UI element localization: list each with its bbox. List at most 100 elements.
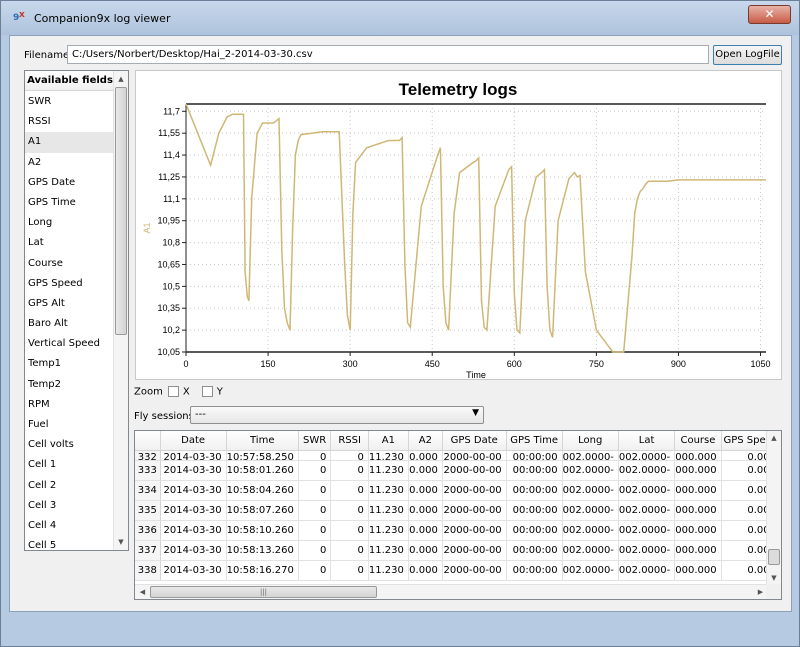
row-header-corner bbox=[135, 431, 161, 451]
open-logfile-button[interactable]: Open LogFile bbox=[713, 45, 782, 65]
field-item[interactable]: RPM bbox=[28, 398, 50, 410]
table-cell: 00:00:00 bbox=[506, 450, 563, 461]
scroll-right-icon[interactable]: ▶ bbox=[757, 588, 764, 596]
chart-svg: Telemetry logs 0 150 300 450 600 750 900 1050 10,… bbox=[142, 80, 771, 380]
field-item[interactable]: Temp2 bbox=[28, 378, 62, 390]
table-cell: 2014-03-30 bbox=[160, 520, 227, 541]
table-cell: 002.0000- bbox=[618, 540, 676, 561]
scroll-thumb[interactable]: ||| bbox=[150, 586, 377, 598]
telemetry-chart[interactable]: Telemetry logs 0 150 300 450 600 750 900 1050 10,… bbox=[135, 70, 782, 380]
table-cell: 2014-03-30 bbox=[160, 480, 227, 501]
scroll-corner bbox=[766, 584, 781, 599]
field-item[interactable]: Long bbox=[28, 217, 53, 229]
scroll-down-icon[interactable]: ▼ bbox=[771, 574, 777, 582]
field-item[interactable]: GPS Alt bbox=[28, 297, 65, 309]
log-table[interactable]: Date Time SWR RSSI A1 A2 GPS Date GPS Time Long L… bbox=[134, 430, 782, 600]
field-item[interactable]: A2 bbox=[28, 156, 42, 168]
table-row[interactable]: 335 2014-03-30 10:58:07.260 0 0 11.230 0.000 20… bbox=[135, 500, 781, 521]
zoom-controls: Zoom X Y bbox=[134, 386, 223, 398]
table-cell: 002.0000- bbox=[618, 520, 676, 541]
field-item[interactable]: A1 bbox=[25, 132, 115, 153]
table-cell: 00:00:00 bbox=[506, 500, 563, 521]
field-item[interactable]: Cell 4 bbox=[28, 519, 57, 531]
column-header[interactable]: A2 bbox=[408, 431, 443, 451]
column-header[interactable]: Date bbox=[160, 431, 227, 451]
table-cell: 00:00:00 bbox=[506, 520, 563, 541]
table-row[interactable]: 334 2014-03-30 10:58:04.260 0 0 11.230 0.000 20… bbox=[135, 480, 781, 501]
field-item[interactable]: Cell 2 bbox=[28, 479, 57, 491]
y-tick-label: 11,55 bbox=[158, 128, 180, 138]
scroll-left-icon[interactable]: ◀ bbox=[139, 588, 146, 596]
table-row[interactable]: 333 2014-03-30 10:58:01.260 0 0 11.230 0.000 20… bbox=[135, 460, 781, 481]
table-vertical-scrollbar[interactable]: ▲ ▼ bbox=[766, 431, 781, 586]
table-cell: 2000-00-00 bbox=[442, 480, 507, 501]
scroll-thumb[interactable] bbox=[115, 87, 127, 335]
fields-scrollbar[interactable]: ▲ ▼ bbox=[113, 71, 128, 550]
column-header[interactable]: Long bbox=[562, 431, 619, 451]
column-header[interactable]: Course bbox=[674, 431, 722, 451]
table-cell: 2000-00-00 bbox=[442, 500, 507, 521]
scroll-up-icon[interactable]: ▲ bbox=[771, 434, 777, 442]
available-fields-list[interactable]: Available fields SWR RSSI A1 A2 GPS Date GPS … bbox=[24, 70, 129, 551]
row-number: 334 bbox=[135, 480, 161, 501]
table-cell: 0 bbox=[298, 450, 332, 461]
chevron-down-icon: ▼ bbox=[472, 408, 479, 418]
table-cell: 0 bbox=[330, 450, 369, 461]
field-item[interactable]: Cell 1 bbox=[28, 459, 57, 471]
window-title: Companion9x log viewer bbox=[34, 12, 171, 25]
field-item[interactable]: Temp1 bbox=[28, 358, 62, 370]
field-item[interactable]: Cell volts bbox=[28, 439, 74, 451]
table-cell: 10:58:16.270 bbox=[226, 560, 299, 581]
zoom-x-checkbox[interactable] bbox=[167, 386, 179, 397]
table-horizontal-scrollbar[interactable]: ◀ ||| ▶ bbox=[135, 584, 768, 599]
column-header[interactable]: RSSI bbox=[330, 431, 369, 451]
filename-field[interactable]: C:/Users/Norbert/Desktop/Hai_2-2014-03-3… bbox=[67, 45, 709, 64]
table-cell: 0 bbox=[298, 520, 332, 541]
scroll-up-icon[interactable]: ▲ bbox=[118, 75, 124, 83]
row-number: 336 bbox=[135, 520, 161, 541]
column-header[interactable]: A1 bbox=[368, 431, 409, 451]
column-header[interactable]: GPS Date bbox=[442, 431, 507, 451]
table-cell: 002.0000- bbox=[562, 560, 619, 581]
field-item[interactable]: Vertical Speed bbox=[28, 338, 100, 350]
filename-label: Filename bbox=[24, 50, 70, 61]
close-button[interactable]: ✕ bbox=[748, 5, 791, 24]
field-item[interactable]: Cell 5 bbox=[28, 540, 57, 551]
table-row[interactable]: 332 2014-03-30 10:57:58.250 0 0 11.230 0.000 20… bbox=[135, 450, 781, 461]
fly-sessions-select[interactable]: --- ▼ bbox=[190, 406, 484, 424]
column-header[interactable]: SWR bbox=[298, 431, 332, 451]
series-line bbox=[185, 103, 766, 353]
y-tick-label: 11,25 bbox=[158, 172, 180, 182]
y-tick-label: 11,7 bbox=[163, 106, 180, 116]
chart-title: Telemetry logs bbox=[399, 80, 518, 99]
column-header[interactable]: GPS Time bbox=[506, 431, 563, 451]
field-item[interactable]: SWR bbox=[28, 96, 52, 107]
field-item[interactable]: Lat bbox=[28, 237, 44, 249]
field-item[interactable]: Cell 3 bbox=[28, 499, 57, 511]
table-row[interactable]: 337 2014-03-30 10:58:13.260 0 0 11.230 0.000 20… bbox=[135, 540, 781, 561]
field-item[interactable]: GPS Time bbox=[28, 196, 76, 208]
x-tick-label: 300 bbox=[343, 359, 358, 369]
field-item[interactable]: RSSI bbox=[28, 116, 51, 128]
scroll-thumb[interactable] bbox=[768, 549, 780, 565]
table-cell: 2000-00-00 bbox=[442, 560, 507, 581]
table-cell: 2014-03-30 bbox=[160, 560, 227, 581]
field-item[interactable]: Course bbox=[28, 257, 63, 269]
scroll-down-icon[interactable]: ▼ bbox=[118, 538, 124, 546]
field-item[interactable]: GPS Speed bbox=[28, 277, 83, 289]
column-header[interactable]: Time bbox=[226, 431, 299, 451]
zoom-y-checkbox[interactable] bbox=[201, 386, 213, 397]
table-cell: 11.230 bbox=[368, 520, 409, 541]
table-cell: 002.0000- bbox=[562, 450, 619, 461]
table-cell: 00:00:00 bbox=[506, 460, 563, 481]
table-cell: 0.000 bbox=[408, 560, 443, 581]
column-header[interactable]: Lat bbox=[618, 431, 676, 451]
field-item[interactable]: GPS Date bbox=[28, 176, 76, 188]
field-item[interactable]: Fuel bbox=[28, 419, 49, 430]
field-item[interactable]: Baro Alt bbox=[28, 318, 68, 330]
table-row[interactable]: 336 2014-03-30 10:58:10.260 0 0 11.230 0.000 20… bbox=[135, 520, 781, 541]
table-row[interactable]: 338 2014-03-30 10:58:16.270 0 0 11.230 0.000 20… bbox=[135, 560, 781, 581]
